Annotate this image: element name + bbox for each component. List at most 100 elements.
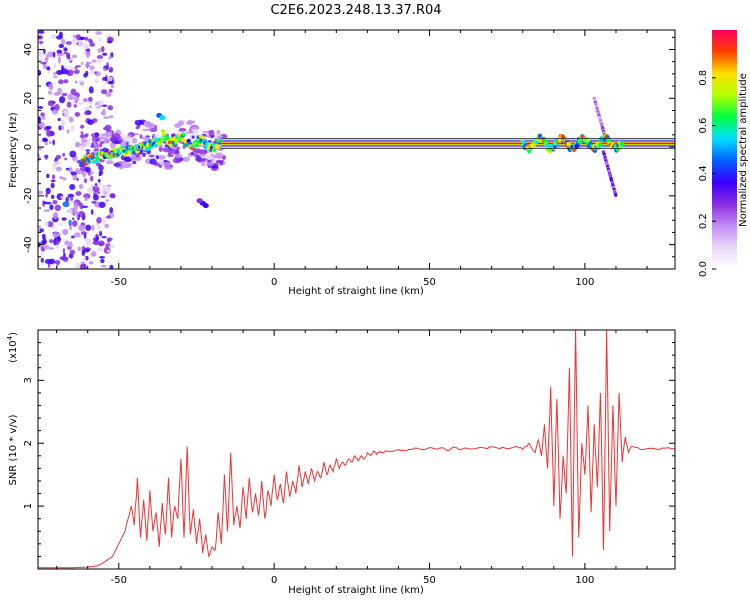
spectrogram-speckle <box>50 179 56 183</box>
spectrogram-speckle <box>97 48 101 54</box>
snr-x-tick-label: 50 <box>423 575 436 586</box>
spectrogram-speckle <box>198 153 206 157</box>
spectrogram-speckle <box>90 209 94 215</box>
spectrogram-speckle <box>90 175 94 182</box>
colorbar-tick-label: 0.8 <box>698 70 709 86</box>
spectrogram-speckle <box>62 248 66 254</box>
spectrogram-trace <box>521 139 526 145</box>
spectrogram-speckle <box>47 51 55 58</box>
spectrogram-speckle <box>61 124 64 131</box>
spectrogram-speckle <box>75 211 79 219</box>
spectrogram-speckle <box>43 138 49 142</box>
spectrogram-speckle <box>97 178 101 183</box>
snr-y-tick-label: 1 <box>23 503 34 509</box>
snr-y-tick-label: 2 <box>23 440 34 446</box>
spectrogram-speckle <box>38 30 45 34</box>
spectrogram-y-tick-label: -40 <box>23 236 34 252</box>
spectrogram-speckle <box>83 43 90 50</box>
spectrogram-speckle <box>87 138 93 141</box>
spectrogram-speckle <box>88 261 94 265</box>
spectrogram-speckle <box>84 178 87 184</box>
snr-x-axis: -50 0 50 100 <box>56 330 648 586</box>
spectrogram-speckle <box>54 104 60 111</box>
spectrogram-speckle <box>50 34 57 39</box>
spectrogram-speckle <box>93 213 97 217</box>
spectrogram-speckle <box>214 152 224 159</box>
spectrogram-speckle <box>109 66 114 73</box>
spectrogram-speckle <box>70 124 75 132</box>
spectrogram-speckle <box>68 219 72 226</box>
spectrogram-speckle <box>39 228 44 233</box>
spectrogram-speckle <box>65 167 71 171</box>
spectrogram-speckle <box>97 240 105 247</box>
snr-y-label: SNR (10 * v/v) <box>8 414 19 485</box>
spectrogram-speckle <box>92 186 100 193</box>
spectrogram-speckle <box>178 127 187 132</box>
spectrogram-speckle <box>72 98 76 105</box>
spectrogram-speckle <box>64 157 68 161</box>
spectrogram-trace <box>215 145 220 150</box>
spectrogram-speckle <box>91 251 97 257</box>
spectrogram-speckle <box>68 200 75 204</box>
spectrogram-trace <box>165 136 170 141</box>
spectrogram-speckle <box>62 177 67 181</box>
colorbar-tick-label: 0.0 <box>698 261 709 277</box>
spectrogram-speckle <box>148 154 155 158</box>
spectrogram-speckle <box>102 76 108 81</box>
spectrogram-speckle <box>85 50 91 58</box>
spectrogram-speckle <box>144 122 153 127</box>
spectrogram-speckle <box>149 158 157 165</box>
spectrogram-speckle <box>191 126 199 130</box>
spectrogram-speckle <box>82 98 88 102</box>
spectrogram-speckle <box>38 147 43 151</box>
spectrogram-speckle <box>74 80 78 84</box>
spectrogram-speckle <box>105 199 109 202</box>
spectrogram-speckle <box>57 56 62 64</box>
spectrogram-speckle <box>80 36 86 40</box>
spectrogram-speckle <box>48 140 52 145</box>
spectrogram-speckle <box>100 258 105 264</box>
spectrogram-speckle <box>98 173 102 177</box>
spectrogram-speckle <box>40 112 45 117</box>
spectrogram-blob <box>159 115 166 121</box>
spectrogram-speckle <box>109 207 114 214</box>
spectrogram-speckle <box>139 134 143 139</box>
spectrogram-speckle <box>78 183 84 189</box>
spectrogram-speckle <box>91 224 95 231</box>
spectrogram-speckle <box>94 79 99 83</box>
spectrogram-speckle <box>72 220 78 227</box>
spectrogram-speckle <box>61 65 64 71</box>
spectrogram-speckle <box>52 139 55 146</box>
spectrogram-speckle <box>125 136 132 143</box>
spectrogram-speckle <box>52 51 56 58</box>
spectrogram-speckle <box>52 200 58 205</box>
spectrogram-speckle <box>135 153 140 158</box>
spectrogram-speckle <box>72 67 76 72</box>
snr-y-tick-label: 3 <box>23 377 34 383</box>
spectrogram-speckle <box>78 144 86 151</box>
colorbar-label: Normalized spectral amplitude <box>738 73 749 227</box>
spectrogram-speckle <box>72 37 77 45</box>
spectrogram-speckle <box>53 71 57 76</box>
spectrogram-speckle <box>100 195 106 198</box>
spectrogram-speckle <box>56 245 59 249</box>
spectrogram-speckle <box>66 66 73 70</box>
spectrogram-speckle <box>57 87 63 95</box>
spectrogram-speckle <box>98 201 106 208</box>
spectrogram-speckle <box>86 241 92 247</box>
spectrogram-speckle <box>47 90 53 95</box>
spectrogram-speckle <box>119 140 127 147</box>
snr-panel: -50 0 50 100 1 2 3 Height of straight line (k… <box>6 329 676 596</box>
spectrogram-trace <box>200 135 206 140</box>
spectrogram-trace <box>168 143 173 148</box>
spectrogram-speckle <box>59 96 66 104</box>
spectrogram-speckle <box>188 133 192 139</box>
spectrogram-x-tick-label: 50 <box>423 277 436 288</box>
spectrogram-speckle <box>60 120 66 126</box>
colorbar: 0.0 0.2 0.4 0.6 0.8 Normalized spectral ampl… <box>698 30 749 277</box>
spectrogram-x-tick-label: -50 <box>111 277 127 288</box>
spectrogram-speckle <box>201 161 206 166</box>
spectrogram-speckle <box>61 217 67 221</box>
spectrogram-speckle <box>191 135 195 139</box>
